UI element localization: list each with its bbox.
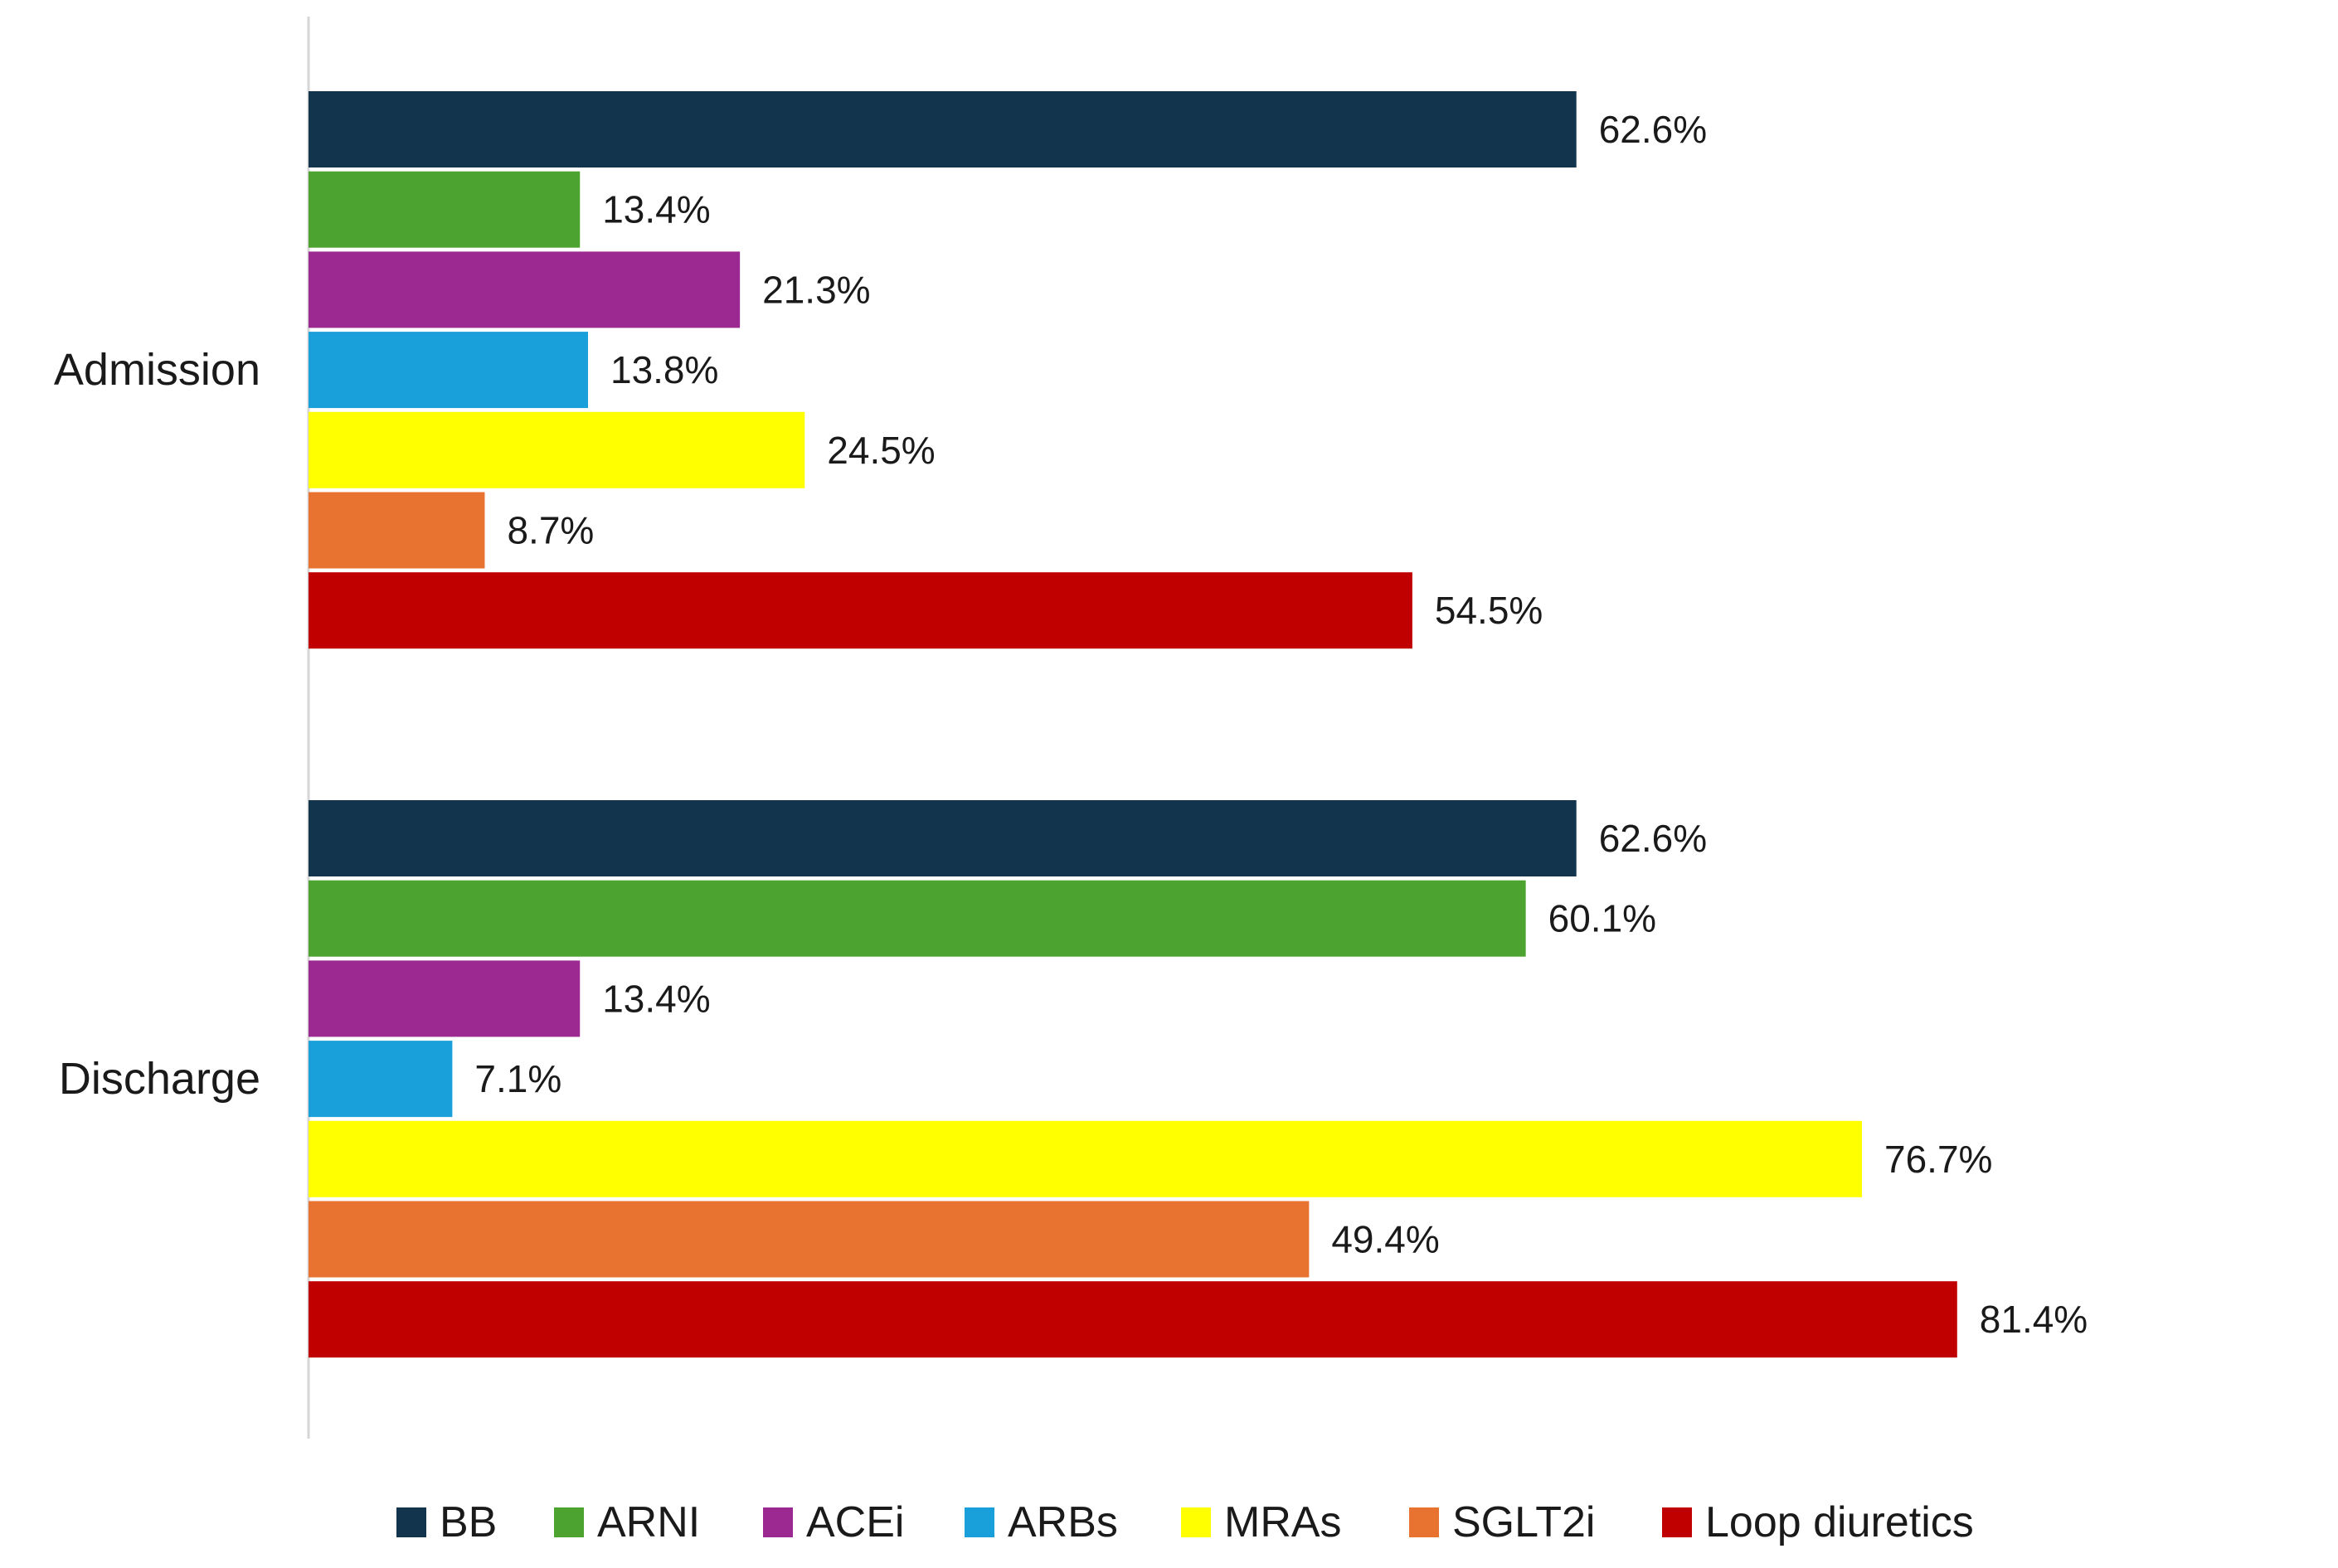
legend-label-arbs: ARBs	[1008, 1498, 1118, 1546]
data-label-admission-mras: 24.5%	[827, 429, 935, 472]
data-label-discharge-arni: 60.1%	[1548, 897, 1656, 940]
category-label-admission: Admission	[54, 345, 260, 395]
bar-discharge-arni	[309, 880, 1526, 957]
data-label-discharge-arbs: 7.1%	[474, 1057, 561, 1100]
data-label-admission-arbs: 13.8%	[610, 348, 718, 391]
legend-label-arni: ARNI	[597, 1498, 700, 1546]
legend-label-bb: BB	[440, 1498, 497, 1546]
bar-discharge-acei	[309, 960, 581, 1037]
data-label-admission-bb: 62.6%	[1599, 108, 1707, 151]
category-label-discharge: Discharge	[59, 1054, 260, 1104]
data-label-admission-sglt2i: 8.7%	[507, 509, 594, 552]
bar-discharge-sglt2i	[309, 1201, 1310, 1278]
bars-layer	[309, 91, 1957, 1358]
bar-discharge-arbs	[309, 1041, 453, 1118]
bar-admission-arni	[309, 171, 581, 248]
legend-swatch-arbs	[965, 1507, 994, 1537]
data-label-discharge-acei: 13.4%	[602, 977, 710, 1020]
bar-discharge-loop-diuretics	[309, 1281, 1957, 1358]
bar-admission-mras	[309, 411, 805, 488]
data-label-discharge-mras: 76.7%	[1884, 1138, 1992, 1181]
legend-swatch-sglt2i	[1409, 1507, 1439, 1537]
legend-swatch-loop-diuretics	[1662, 1507, 1692, 1537]
bar-discharge-mras	[309, 1120, 1863, 1197]
legend-swatch-bb	[396, 1507, 426, 1537]
bar-admission-acei	[309, 251, 741, 328]
bar-admission-loop-diuretics	[309, 572, 1412, 649]
legend-label-mras: MRAs	[1224, 1498, 1342, 1546]
legend: BB ARNI ACEi ARBs MRAs SGLT2i Loop diuretics	[396, 1498, 1974, 1546]
data-label-discharge-sglt2i: 49.4%	[1331, 1218, 1439, 1261]
legend-swatch-acei	[763, 1507, 793, 1537]
legend-label-sglt2i: SGLT2i	[1452, 1498, 1595, 1546]
labels-layer: 62.6% 13.4% 21.3% 13.8% 24.5% 8.7% 54.5% Admiss…	[54, 108, 2088, 1341]
bar-admission-bb	[309, 91, 1577, 167]
legend-label-acei: ACEi	[806, 1498, 904, 1546]
data-label-discharge-bb: 62.6%	[1599, 817, 1707, 860]
legend-swatch-mras	[1181, 1507, 1211, 1537]
legend-swatch-arni	[554, 1507, 584, 1537]
data-label-admission-arni: 13.4%	[602, 188, 710, 231]
bar-discharge-bb	[309, 800, 1577, 876]
data-label-admission-loop-diuretics: 54.5%	[1435, 589, 1543, 632]
bar-admission-sglt2i	[309, 492, 485, 569]
data-label-admission-acei: 21.3%	[762, 268, 870, 311]
legend-label-loop-diuretics: Loop diuretics	[1705, 1498, 1974, 1546]
data-label-discharge-loop-diuretics: 81.4%	[1980, 1298, 2088, 1341]
bar-admission-arbs	[309, 332, 588, 409]
